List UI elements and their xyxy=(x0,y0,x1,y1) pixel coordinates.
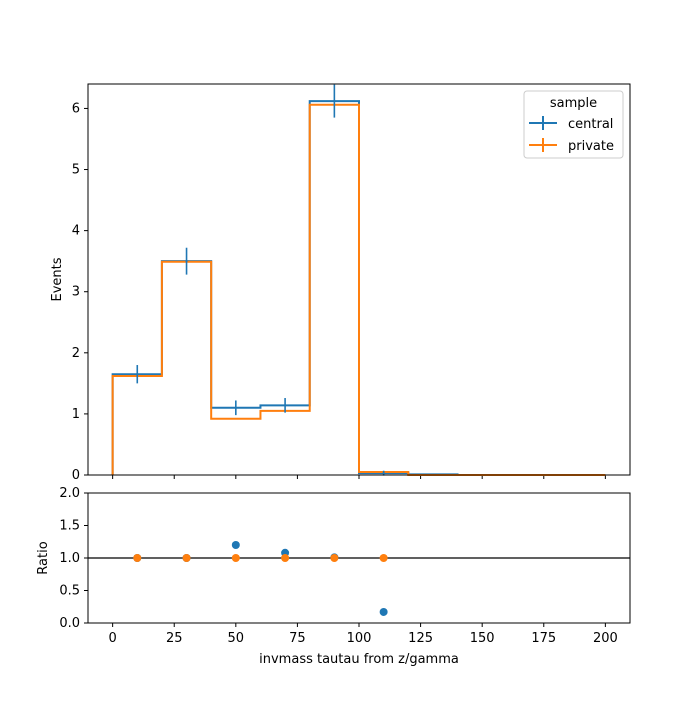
ratio-point-private xyxy=(379,554,388,562)
ratio-x-tick-label: 0 xyxy=(108,631,116,646)
ratio-x-tick-label: 25 xyxy=(166,631,183,646)
ratio-y-axis-label: Ratio xyxy=(36,541,51,574)
main-y-tick-label: 3 xyxy=(72,285,80,300)
ratio-point-private xyxy=(281,554,290,562)
ratio-point-private xyxy=(182,554,191,562)
ratio-y-tick-label: 0.5 xyxy=(59,584,80,599)
ratio-point-central xyxy=(231,541,240,549)
main-y-axis-label: Events xyxy=(50,257,65,301)
main-axes-frame xyxy=(87,83,631,476)
x-axis-label: invmass tautau from z/gamma xyxy=(259,652,459,667)
ratio-x-tick-label: 150 xyxy=(470,631,495,646)
main-y-tick-label: 6 xyxy=(72,101,80,116)
legend-label-private: private xyxy=(568,139,614,154)
ratio-x-tick-label: 200 xyxy=(593,631,618,646)
ratio-y-tick-label: 1.0 xyxy=(59,551,80,566)
main-y-tick-label: 4 xyxy=(72,224,80,239)
ratio-point-private xyxy=(231,554,240,562)
ratio-axes-frame xyxy=(87,492,631,624)
ratio-y-tick-label: 1.5 xyxy=(59,519,80,534)
ratio-y-tick-label: 2.0 xyxy=(59,486,80,501)
ratio-x-tick-label: 75 xyxy=(289,631,306,646)
main-y-tick-label: 1 xyxy=(72,407,80,422)
main-y-tick-label: 5 xyxy=(72,163,80,178)
ratio-point-central xyxy=(379,607,388,616)
legend-title: sample xyxy=(550,96,597,111)
main-y-tick-label: 2 xyxy=(72,346,80,361)
ratio-point-private xyxy=(133,554,142,562)
ratio-x-tick-label: 100 xyxy=(347,631,372,646)
ratio-x-tick-label: 50 xyxy=(228,631,245,646)
main-y-tick-label: 0 xyxy=(72,468,80,483)
ratio-y-tick-label: 0.0 xyxy=(59,616,80,631)
legend-label-central: central xyxy=(568,117,613,132)
ratio-x-tick-label: 175 xyxy=(531,631,556,646)
main-panel: 0 1 2 3 4 5 6 Events sample central private xyxy=(50,83,631,483)
ratio-point-private xyxy=(330,554,339,562)
ratio-panel: 0.0 0.5 1.0 1.5 2.0 0 25 50 75 100 125 150 175 200 Rat… xyxy=(36,486,631,667)
legend-box xyxy=(523,90,624,159)
ratio-x-tick-label: 125 xyxy=(408,631,433,646)
